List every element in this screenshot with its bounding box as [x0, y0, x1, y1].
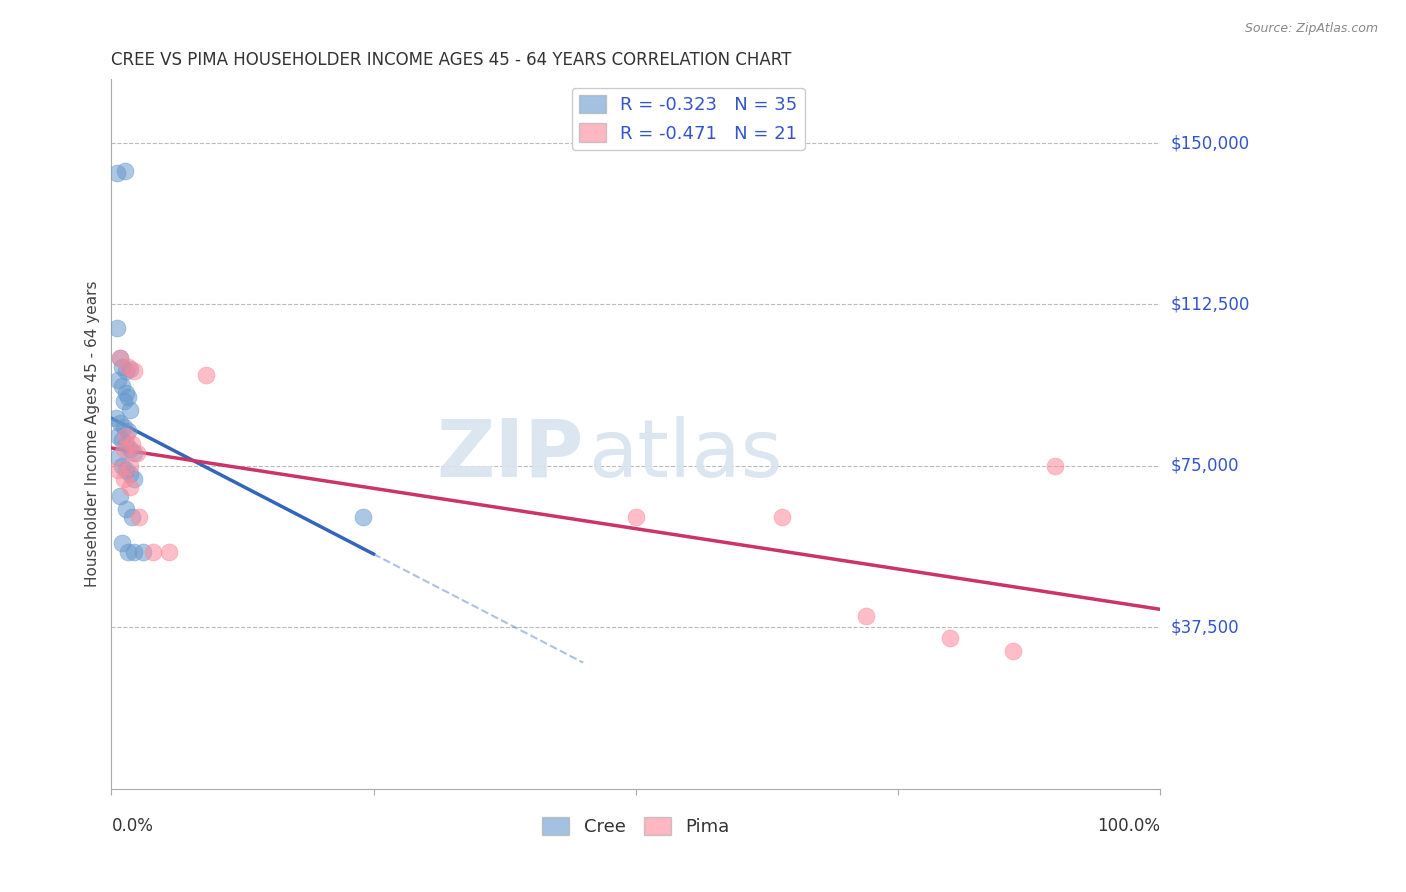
- Point: [115, 428, 138, 442]
- Point: [124, 472, 146, 486]
- Text: atlas: atlas: [589, 416, 783, 494]
- Point: [111, 379, 134, 393]
- Point: [939, 631, 962, 645]
- Point: [120, 362, 142, 376]
- Text: ZIP: ZIP: [436, 416, 583, 494]
- Legend: Cree, Pima: Cree, Pima: [534, 810, 737, 844]
- Point: [124, 545, 146, 559]
- Point: [120, 480, 142, 494]
- Text: CREE VS PIMA HOUSEHOLDER INCOME AGES 45 - 64 YEARS CORRELATION CHART: CREE VS PIMA HOUSEHOLDER INCOME AGES 45 …: [111, 51, 792, 69]
- Point: [120, 403, 142, 417]
- Point: [115, 463, 138, 477]
- Point: [107, 450, 129, 465]
- Point: [624, 510, 647, 524]
- Point: [117, 545, 139, 559]
- Point: [112, 394, 135, 409]
- Point: [142, 545, 165, 559]
- Point: [115, 501, 138, 516]
- Point: [112, 442, 135, 456]
- Text: $75,000: $75,000: [1171, 457, 1240, 475]
- Point: [121, 510, 143, 524]
- Point: [120, 442, 142, 456]
- Point: [111, 458, 134, 473]
- Point: [112, 472, 135, 486]
- Text: $150,000: $150,000: [1171, 134, 1250, 153]
- Point: [111, 536, 134, 550]
- Point: [117, 390, 139, 404]
- Point: [105, 321, 128, 335]
- Point: [112, 420, 135, 434]
- Text: 0.0%: 0.0%: [111, 817, 153, 835]
- Point: [115, 385, 138, 400]
- Y-axis label: Householder Income Ages 45 - 64 years: Householder Income Ages 45 - 64 years: [86, 280, 100, 587]
- Point: [1043, 458, 1066, 473]
- Point: [108, 416, 131, 430]
- Point: [125, 446, 148, 460]
- Point: [121, 437, 143, 451]
- Point: [117, 425, 139, 439]
- Point: [108, 351, 131, 366]
- Point: [124, 446, 146, 460]
- Point: [104, 411, 127, 425]
- Point: [111, 359, 134, 374]
- Point: [128, 510, 150, 524]
- Point: [194, 368, 217, 383]
- Point: [157, 545, 180, 559]
- Point: [120, 467, 142, 482]
- Point: [352, 510, 374, 524]
- Text: 100.0%: 100.0%: [1097, 817, 1160, 835]
- Point: [117, 359, 139, 374]
- Point: [107, 373, 129, 387]
- Point: [1002, 644, 1025, 658]
- Point: [111, 433, 134, 447]
- Point: [120, 458, 142, 473]
- Point: [107, 428, 129, 442]
- Text: $112,500: $112,500: [1171, 295, 1250, 313]
- Point: [105, 166, 128, 180]
- Point: [115, 437, 138, 451]
- Point: [115, 364, 138, 378]
- Point: [772, 510, 794, 524]
- Text: Source: ZipAtlas.com: Source: ZipAtlas.com: [1244, 22, 1378, 36]
- Text: $37,500: $37,500: [1171, 618, 1240, 636]
- Point: [108, 351, 131, 366]
- Point: [124, 364, 146, 378]
- Point: [114, 164, 136, 178]
- Point: [107, 463, 129, 477]
- Point: [108, 489, 131, 503]
- Point: [132, 545, 155, 559]
- Point: [855, 609, 877, 624]
